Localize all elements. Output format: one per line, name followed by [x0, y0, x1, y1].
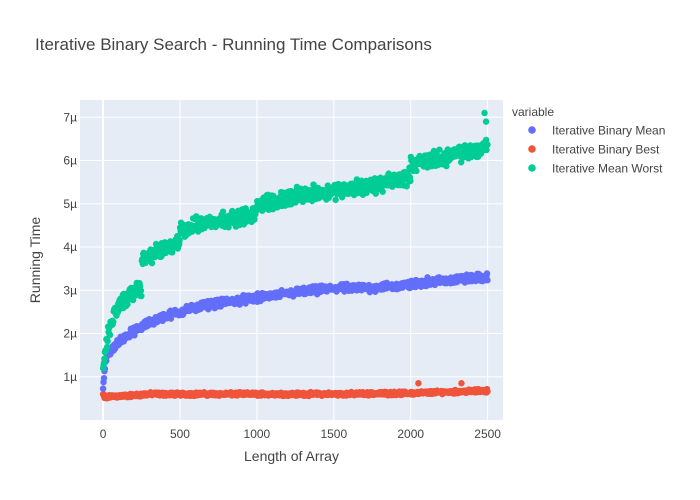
- series-0-point: [99, 385, 107, 392]
- series-2-point: [443, 162, 450, 170]
- series-2-point: [332, 196, 339, 204]
- y-tick-label: 1µ: [63, 370, 77, 384]
- series-1-outlier-point: [415, 380, 422, 387]
- x-tick-label: 2000: [397, 427, 424, 441]
- legend-marker: [528, 126, 536, 134]
- legend-title: variable: [512, 105, 554, 119]
- series-2-point: [137, 287, 145, 294]
- series-2-point: [169, 249, 176, 256]
- series-2-point: [219, 208, 227, 215]
- series-2-point: [436, 146, 443, 153]
- y-axis-ticks: 1µ 2µ 3µ 4µ 5µ 6µ 7µ: [63, 110, 77, 383]
- series-2-point: [413, 167, 420, 175]
- series-2-point: [484, 141, 491, 148]
- series-2-point: [148, 259, 156, 267]
- chart-title: Iterative Binary Search - Running Time C…: [35, 35, 432, 54]
- y-tick-label: 6µ: [63, 154, 77, 168]
- series-2-points: [99, 109, 491, 372]
- legend-marker: [528, 145, 536, 153]
- y-tick-label: 3µ: [63, 283, 77, 297]
- series-2-point: [106, 331, 114, 339]
- series-2-point: [176, 237, 183, 244]
- x-tick-label: 2500: [474, 427, 501, 441]
- x-axis-ticks: 0 500 1000 1500 2000 2500: [100, 427, 502, 441]
- series-2-point: [483, 146, 490, 154]
- x-axis-title: Length of Array: [244, 448, 339, 464]
- series-0-point: [484, 276, 491, 284]
- series-1-outlier-point: [458, 380, 465, 387]
- y-tick-label: 4µ: [63, 240, 77, 254]
- series-2-point: [104, 338, 111, 345]
- series-0-point: [167, 315, 175, 322]
- data-points: [99, 109, 491, 402]
- x-tick-label: 1000: [244, 427, 271, 441]
- series-2-outlier-point: [482, 118, 490, 125]
- series-2-point: [251, 216, 258, 223]
- legend-marker: [528, 164, 536, 172]
- x-tick-label: 0: [100, 427, 107, 441]
- series-2-point: [457, 159, 465, 166]
- series-0-point: [483, 270, 491, 277]
- y-tick-label: 2µ: [63, 327, 77, 341]
- series-0-point: [100, 374, 108, 382]
- series-2-outlier-point: [481, 109, 488, 117]
- y-tick-label: 5µ: [63, 197, 77, 211]
- series-2-point: [104, 343, 111, 351]
- series-2-point: [101, 355, 108, 362]
- series-2-point: [407, 177, 414, 185]
- legend-label: Iterative Binary Best: [552, 143, 660, 157]
- series-0-points: [99, 270, 491, 392]
- series-1-points: [99, 380, 491, 402]
- series-2-point: [403, 183, 410, 190]
- y-tick-label: 7µ: [63, 110, 77, 124]
- series-1-point: [484, 388, 491, 395]
- legend-label: Iterative Mean Worst: [552, 162, 663, 176]
- series-2-point: [379, 188, 386, 195]
- x-tick-label: 500: [170, 427, 190, 441]
- x-tick-label: 1500: [320, 427, 347, 441]
- legend-label: Iterative Binary Mean: [552, 124, 665, 138]
- series-2-point: [110, 318, 117, 326]
- y-axis-title: Running Time: [27, 217, 43, 304]
- legend: variable Iterative Binary Mean Iterative …: [512, 105, 665, 176]
- series-2-point: [138, 292, 145, 300]
